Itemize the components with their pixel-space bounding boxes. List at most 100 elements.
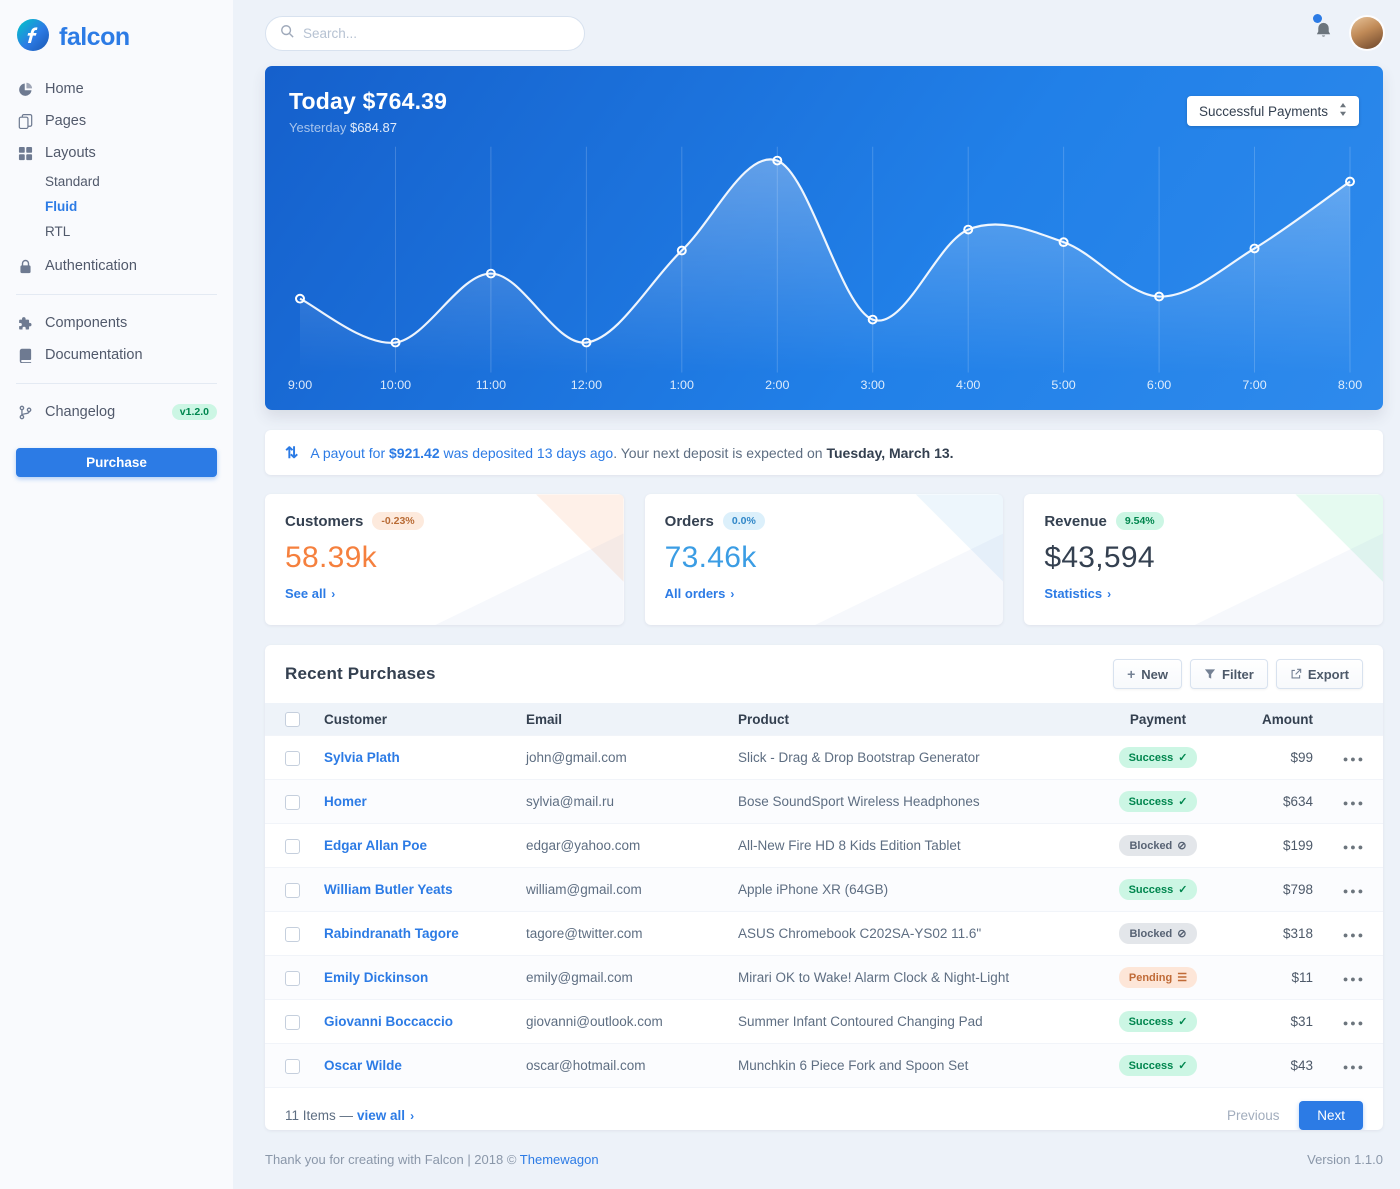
email-cell: john@gmail.com [514,735,726,780]
purchase-button[interactable]: Purchase [16,448,217,477]
book-icon [16,348,34,363]
chart-subtitle: Yesterday $684.87 [289,120,397,136]
customer-link[interactable]: Homer [324,794,367,810]
stat-title: Revenue [1044,512,1107,530]
row-checkbox[interactable] [285,1058,300,1074]
previous-button[interactable]: Previous [1226,1108,1280,1124]
view-all-link[interactable]: view all › [357,1108,415,1124]
layout-icon [16,146,34,161]
sidebar-item-changelog[interactable]: Changelog v1.2.0 [0,396,233,428]
export-button[interactable]: Export [1275,659,1363,690]
footer-text: Thank you for creating with Falcon | 201… [265,1151,599,1167]
blocked-status-icon: ⊘ [1177,928,1187,941]
page-footer: Thank you for creating with Falcon | 201… [265,1152,1383,1167]
payment-status-badge: Blocked ⊘ [1119,835,1197,857]
sidebar-item-components[interactable]: Components [0,307,233,339]
product-cell: Bose SoundSport Wireless Headphones [726,779,1083,824]
email-cell: william@gmail.com [514,867,726,912]
purchases-title: Recent Purchases [285,664,436,684]
notifications-button[interactable] [1313,14,1333,45]
sidebar-item-authentication[interactable]: Authentication [0,250,233,282]
customer-link[interactable]: Giovanni Boccaccio [324,1014,454,1030]
filter-button[interactable]: Filter [1190,659,1268,690]
customer-link[interactable]: William Butler Yeats [324,882,453,898]
column-email: Email [514,703,726,736]
email-cell: oscar@hotmail.com [514,1043,726,1088]
customer-link[interactable]: Oscar Wilde [324,1058,402,1074]
pagination: Previous Next [1227,1101,1363,1130]
sidebar-subitem-fluid[interactable]: Fluid [45,199,78,214]
row-checkbox[interactable] [285,882,300,898]
row-actions-button[interactable]: ●●● [1342,842,1366,853]
stat-card-customers: Customers -0.23% 58.39k See all › [265,494,624,626]
next-button[interactable]: Next [1299,1101,1363,1130]
payment-status-badge: Success ✓ [1118,747,1198,769]
search-box[interactable] [265,15,585,51]
row-checkbox[interactable] [285,970,300,986]
table-row: Oscar Wilde oscar@hotmail.com Munchkin 6 P… [265,1043,1383,1088]
row-actions-button[interactable]: ●●● [1342,1018,1366,1029]
sidebar-item-documentation[interactable]: Documentation [0,339,233,371]
sidebar-subitem-rtl[interactable]: RTL [45,224,71,239]
puzzle-icon [16,316,34,331]
product-cell: Munchkin 6 Piece Fork and Spoon Set [726,1043,1083,1088]
success-status-icon: ✓ [1178,1060,1188,1073]
svg-text:7:00: 7:00 [1242,378,1266,392]
stat-value: 58.39k [285,541,377,575]
column-product: Product [726,703,1083,736]
row-actions-button[interactable]: ●●● [1342,974,1366,985]
select-all-checkbox[interactable] [285,712,300,728]
row-actions-button[interactable]: ●●● [1342,798,1366,809]
payment-type-select[interactable]: Successful Payments [1186,96,1359,127]
row-checkbox[interactable] [285,1014,300,1030]
row-checkbox[interactable] [285,794,300,810]
email-cell: giovanni@outlook.com [514,999,726,1044]
row-checkbox[interactable] [285,838,300,854]
search-input[interactable] [303,25,570,41]
brand-name: falcon [59,23,130,51]
email-cell: tagore@twitter.com [514,911,726,956]
notification-dot [1313,14,1322,24]
recent-purchases-card: Recent Purchases + New Filter Export Cust… [265,645,1383,1130]
row-actions-button[interactable]: ●●● [1342,754,1366,765]
row-checkbox[interactable] [285,926,300,942]
row-actions-button[interactable]: ●●● [1342,930,1366,941]
stat-title: Orders [664,512,714,530]
statistics-link[interactable]: Statistics › [1044,586,1112,602]
amount-cell: $43 [1233,1043,1325,1088]
success-status-icon: ✓ [1178,884,1188,897]
version-badge: v1.2.0 [171,404,217,420]
payment-status-badge: Success ✓ [1118,791,1198,813]
pending-status-icon: ☰ [1177,972,1188,985]
sidebar-item-layouts[interactable]: Layouts [0,137,233,169]
stat-title: Customers [285,512,364,530]
brand[interactable]: falcon [0,14,233,73]
see-all-link[interactable]: See all › [285,586,336,602]
new-button[interactable]: + New [1113,659,1183,690]
all-orders-link[interactable]: All orders › [664,586,735,602]
row-actions-button[interactable]: ●●● [1342,886,1366,897]
exchange-icon: ⇅ [285,444,299,462]
payment-status-badge: Success ✓ [1118,879,1198,901]
payout-link[interactable]: A payout for $921.42 was deposited 13 da… [310,444,614,461]
sidebar-item-home[interactable]: Home [0,73,233,105]
sidebar-subitem-standard[interactable]: Standard [45,174,100,189]
amount-cell: $199 [1233,823,1325,868]
search-icon [280,24,294,43]
product-cell: Mirari OK to Wake! Alarm Clock & Night-L… [726,955,1083,1000]
column-payment: Payment [1083,703,1233,736]
themewagon-link[interactable]: Themewagon [519,1151,599,1167]
sidebar-item-pages[interactable]: Pages [0,105,233,137]
sidebar-divider [16,383,217,384]
customer-link[interactable]: Edgar Allan Poe [324,838,428,854]
product-cell: All-New Fire HD 8 Kids Edition Tablet [726,823,1083,868]
avatar[interactable] [1351,17,1383,50]
filter-icon [1204,668,1216,680]
svg-text:5:00: 5:00 [1051,378,1075,392]
row-actions-button[interactable]: ●●● [1342,1062,1366,1073]
customer-link[interactable]: Rabindranath Tagore [324,926,459,942]
customer-link[interactable]: Sylvia Plath [324,750,400,766]
row-checkbox[interactable] [285,750,300,766]
customer-link[interactable]: Emily Dickinson [324,970,429,986]
